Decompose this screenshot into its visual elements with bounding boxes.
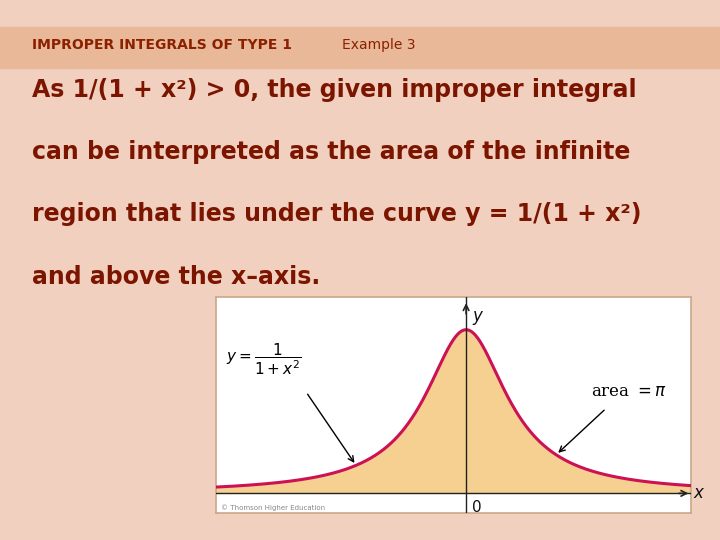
Text: © Thomson Higher Education: © Thomson Higher Education bbox=[221, 504, 325, 511]
Text: area $= \pi$: area $= \pi$ bbox=[591, 383, 667, 400]
Text: As 1/(1 + x²) > 0, the given improper integral: As 1/(1 + x²) > 0, the given improper in… bbox=[32, 78, 637, 102]
Text: Example 3: Example 3 bbox=[342, 38, 415, 52]
Text: and above the x–axis.: and above the x–axis. bbox=[32, 265, 320, 288]
Text: x: x bbox=[693, 484, 703, 502]
Text: can be interpreted as the area of the infinite: can be interpreted as the area of the in… bbox=[32, 140, 631, 164]
Bar bbox=[0, 27, 720, 68]
Text: IMPROPER INTEGRALS OF TYPE 1: IMPROPER INTEGRALS OF TYPE 1 bbox=[32, 38, 292, 52]
Text: region that lies under the curve y = 1/(1 + x²): region that lies under the curve y = 1/(… bbox=[32, 202, 642, 226]
Text: $y = \dfrac{1}{1+x^2}$: $y = \dfrac{1}{1+x^2}$ bbox=[226, 341, 302, 377]
Text: 0: 0 bbox=[472, 500, 482, 515]
Text: y: y bbox=[472, 307, 482, 325]
